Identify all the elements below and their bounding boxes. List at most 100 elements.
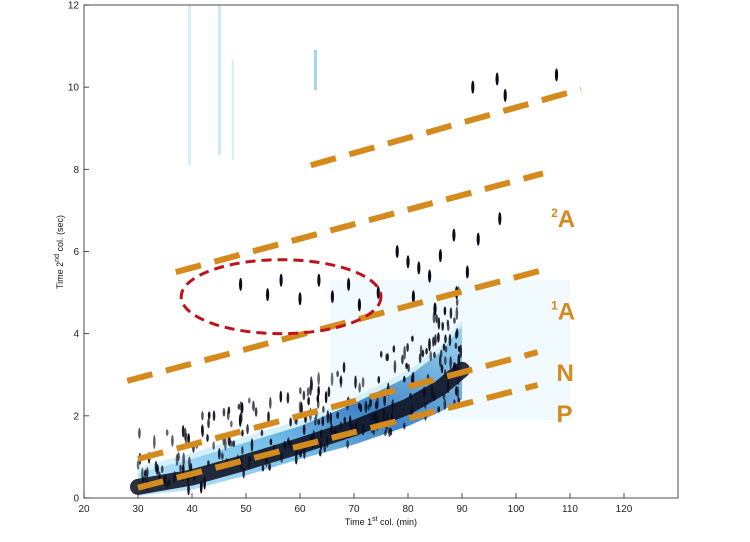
band-speckle <box>165 429 169 436</box>
band-speckle <box>323 444 327 453</box>
band-speckle <box>267 411 270 422</box>
band-speckle <box>374 410 378 423</box>
peak-point <box>317 273 321 287</box>
peak-point <box>279 273 283 287</box>
band-speckle <box>146 467 149 478</box>
band-speckle <box>425 347 428 355</box>
band-speckle <box>286 392 290 404</box>
band-speckle <box>443 369 447 378</box>
y-tick-label: 8 <box>73 165 79 176</box>
band-speckle <box>230 420 233 428</box>
x-tick-label: 80 <box>402 504 414 515</box>
peak-point <box>376 286 380 300</box>
band-speckle <box>433 351 436 359</box>
band-speckle <box>218 448 221 460</box>
band-speckle <box>455 386 458 396</box>
band-speckle <box>184 432 188 446</box>
band-speckle <box>153 435 156 449</box>
band-speckle <box>449 307 453 320</box>
band-speckle <box>446 323 450 332</box>
y-tick-label: 0 <box>73 494 79 505</box>
band-speckle <box>319 440 323 451</box>
band-speckle <box>384 430 387 437</box>
band-speckle <box>302 390 306 401</box>
band-speckle <box>321 416 325 427</box>
band-speckle <box>405 362 408 370</box>
band-speckle <box>336 411 339 419</box>
top-streak-4 <box>314 50 317 90</box>
band-speckle <box>206 434 209 442</box>
band-speckle <box>173 470 176 484</box>
y-tick-label: 6 <box>73 247 79 258</box>
band-speckle <box>457 345 461 352</box>
band-speckle <box>358 402 361 410</box>
region-labels: 2A 1A NP <box>551 206 575 428</box>
band-speckle <box>456 378 460 386</box>
peak-point <box>554 68 559 82</box>
band-speckle <box>437 406 441 413</box>
x-tick-label: 30 <box>132 504 144 515</box>
peak-point <box>503 88 507 102</box>
top-streak-3 <box>232 60 234 160</box>
band-speckle <box>443 306 447 316</box>
x-tick-label: 120 <box>616 504 633 515</box>
band-speckle <box>268 462 271 471</box>
y-axis-ticks: 0 2 4 6 8 10 12 <box>68 1 89 505</box>
band-speckle <box>367 403 370 411</box>
band-speckle <box>343 416 347 424</box>
region-label: N <box>557 360 574 387</box>
band-speckle <box>242 466 245 479</box>
band-speckle <box>324 391 328 404</box>
band-speckle <box>289 417 292 427</box>
band-speckle <box>287 437 290 448</box>
band-speckle <box>239 401 243 411</box>
band-speckle <box>312 430 316 443</box>
band-speckle <box>283 440 287 450</box>
band-speckle <box>155 465 159 475</box>
band-speckle <box>307 396 310 406</box>
band-speckle <box>182 464 185 474</box>
band-speckle <box>411 335 414 342</box>
band-speckle <box>449 356 452 369</box>
band-speckle <box>298 401 302 414</box>
band-speckle <box>239 411 243 424</box>
band-speckle <box>333 428 337 436</box>
band-speckle <box>232 440 236 448</box>
band-speckle <box>319 429 323 439</box>
peak-point <box>498 212 502 226</box>
band-speckle <box>377 376 381 384</box>
band-speckle <box>339 421 343 431</box>
band-speckle <box>171 434 174 447</box>
peak-point <box>239 277 243 291</box>
band-speckle <box>401 354 404 365</box>
y-tick-label: 2 <box>73 411 79 422</box>
peak-point <box>266 288 270 302</box>
band-speckle <box>382 408 385 423</box>
band-speckle <box>222 407 226 417</box>
band-speckle <box>207 418 210 429</box>
y-axis-label: Time 2nd col. (sec) <box>54 215 65 289</box>
band-speckle <box>252 400 255 412</box>
band-speckle <box>442 392 446 400</box>
band-speckle <box>383 394 386 407</box>
band-speckle <box>379 350 383 358</box>
band-speckle <box>444 345 448 353</box>
highlight-ellipse <box>179 258 383 336</box>
band-speckle <box>302 424 306 435</box>
band-speckle <box>187 433 190 444</box>
highlight-ellipse-group <box>179 258 383 336</box>
band-speckle <box>342 361 346 373</box>
band-speckle <box>294 453 298 465</box>
band-speckle <box>423 401 427 409</box>
band-speckle <box>432 392 436 402</box>
peak-point <box>417 261 421 275</box>
band-speckle <box>437 332 440 343</box>
band-speckle <box>322 405 325 413</box>
band-speckle <box>393 360 397 374</box>
band-speckle <box>444 356 447 366</box>
band-speckle <box>348 415 352 428</box>
peak-point <box>471 80 475 94</box>
band-speckle <box>330 423 333 437</box>
band-speckle <box>364 400 368 413</box>
band-speckle <box>435 313 438 324</box>
